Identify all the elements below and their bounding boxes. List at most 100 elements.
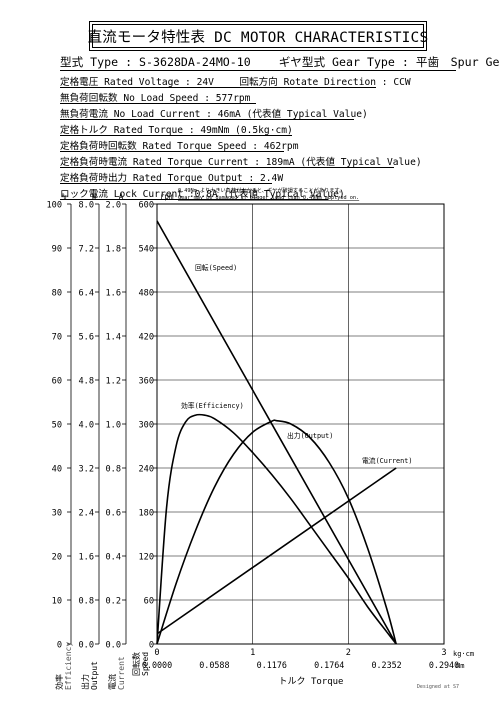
current-tick-label: 0.6: [105, 509, 121, 519]
rated-voltage: 定格電圧 Rated Voltage : 24V: [60, 77, 214, 88]
output-tick-label: 8.0: [78, 201, 94, 211]
speed-tick-label: 480: [138, 289, 154, 299]
current-tick-label: 0.8: [105, 465, 121, 475]
gear-warning-en: Gear may be damaged if bigger load than …: [178, 195, 359, 201]
speed-tick-label: 60: [144, 597, 154, 607]
output-tick-label: 7.2: [78, 245, 94, 255]
efficiency-tick-label: 20: [52, 553, 62, 563]
x-unit-kgcm: kg·cm: [453, 650, 474, 658]
speed-curve: [156, 220, 397, 645]
current-tick-label: 2.0: [105, 201, 121, 211]
output-tick-label: 1.6: [78, 553, 94, 563]
speed-tick-label: 240: [138, 465, 154, 475]
model-separator: :: [125, 55, 140, 69]
efficiency-tick-label: 10: [52, 597, 62, 607]
x-unit-nm: Nm: [456, 662, 464, 670]
speed-tick-label: 120: [138, 553, 154, 563]
efficiency-axis-name-en: Efficiency: [64, 642, 73, 690]
speed-axis-name-en: Speed: [141, 652, 150, 676]
current-tick-label: 1.8: [105, 245, 121, 255]
x-tick-label-nm: 0.1176: [257, 660, 287, 670]
label-layer: 0.49Nm より大きい負荷がかかると、ギヤが破損することがあります。Gear …: [178, 186, 459, 690]
x-tick-label-nm: 0.2352: [371, 660, 401, 670]
spec-underline: [60, 199, 328, 200]
lock-current: ロック電流 Lock Current :0.8A (代表値 Typical Va…: [60, 189, 345, 200]
x-tick-label-nm: 0.0000: [142, 660, 172, 670]
x-tick-label-kgcm: 3: [441, 648, 446, 658]
output-tick-label: 6.4: [78, 289, 94, 299]
speed-tick-label: 600: [138, 201, 154, 211]
current-tick-label: 0.0: [105, 641, 121, 651]
current-curve: [156, 467, 397, 635]
current-curve-label: 電流(Current): [362, 456, 412, 465]
efficiency-unit: %: [62, 192, 67, 201]
spec-underline: [60, 151, 284, 152]
current-tick-label: 1.0: [105, 421, 121, 431]
efficiency-tick-label: 100: [46, 201, 62, 211]
rotate-direction: 回転方向 Rotate Direction : CCW: [239, 77, 411, 88]
no-load-speed: 無負荷回転数 No Load Speed : 577rpm: [60, 93, 251, 104]
output-curve-label: 出力(Output): [287, 431, 333, 440]
rated-torque-current: 定格負荷時電流 Rated Torque Current : 189mA (代表…: [60, 157, 422, 168]
x-tick-label-kgcm: 2: [346, 648, 351, 658]
efficiency-tick-label: 80: [52, 289, 62, 299]
series-layer: [156, 220, 397, 645]
efficiency-tick-label: 50: [52, 421, 62, 431]
x-tick-label-kgcm: 0: [154, 648, 159, 658]
speed-curve-label: 回転(Speed): [195, 264, 237, 272]
speed-tick-label: 0: [149, 641, 154, 651]
current-axis-name-en: Current: [117, 656, 126, 690]
speed-tick-label: 180: [138, 509, 154, 519]
rated-torque-output: 定格負荷時出力 Rated Torque Output : 2.4W: [60, 173, 284, 184]
x-tick-label-nm: 0.2940: [429, 660, 459, 670]
efficiency-tick-label: 90: [52, 245, 62, 255]
speed-tick-label: 420: [138, 333, 154, 343]
sheet-title: 直流モータ特性表 DC MOTOR CHARACTERISTICS: [88, 21, 428, 51]
speed-tick-label: 540: [138, 245, 154, 255]
output-curve: [156, 419, 397, 645]
efficiency-axis-name-jp: 効率: [54, 674, 64, 690]
spec-underline: [60, 183, 272, 184]
model-value: S-3628DA-24MO-10: [139, 55, 251, 69]
spec-underline: [60, 87, 376, 88]
gear-type-value: 平歯 Spur Gear: [415, 55, 500, 69]
rated-torque-speed: 定格負荷時回転数 Rated Torque Speed : 462rpm: [60, 141, 299, 152]
current-tick-label: 1.4: [105, 333, 121, 343]
model-line: 型式 Type : S-3628DA-24MO-10 ギヤ型式 Gear Typ…: [60, 54, 500, 70]
gear-type-label: ギヤ型式 Gear Type: [278, 55, 395, 69]
x-tick-label-nm: 0.0588: [199, 660, 229, 670]
efficiency-tick-label: 60: [52, 377, 62, 387]
efficiency-tick-label: 0: [57, 641, 62, 651]
speed-tick-label: 360: [138, 377, 154, 387]
rated-torque: 定格トルク Rated Torque : 49mNm (0.5kg·cm): [60, 125, 293, 136]
gear-warning-jp: 0.49Nm より大きい負荷がかかると、ギヤが破損することがあります。: [178, 186, 344, 194]
x-tick-label-nm: 0.1764: [314, 660, 344, 670]
output-tick-label: 0.8: [78, 597, 94, 607]
x-tick-label-kgcm: 1: [250, 648, 255, 658]
current-tick-label: 1.2: [105, 377, 121, 387]
efficiency-curve: [156, 413, 397, 645]
spec-underline: [60, 167, 394, 168]
current-tick-label: 1.6: [105, 289, 121, 299]
speed-tick-label: 300: [138, 421, 154, 431]
spec-voltage-line: 定格電圧 Rated Voltage : 24V 回転方向 Rotate Dir…: [60, 74, 411, 88]
output-axis-name-en: Output: [90, 661, 99, 690]
spec-underline: [60, 135, 292, 136]
current-tick-label: 0.4: [105, 553, 121, 563]
current-tick-label: 0.2: [105, 597, 121, 607]
spec-underline: [60, 103, 256, 104]
axes: 01020304050607080901000.00.81.62.43.24.0…: [46, 192, 474, 690]
output-tick-label: 0.0: [78, 641, 94, 651]
current-axis-name-jp: 電流: [107, 674, 117, 690]
output-tick-label: 2.4: [78, 509, 94, 519]
no-load-current: 無負荷電流 No Load Current : 46mA (代表値 Typica…: [60, 109, 368, 120]
speed-unit: rpm: [160, 192, 174, 201]
model-label: 型式 Type: [60, 55, 119, 69]
efficiency-tick-label: 40: [52, 465, 62, 475]
output-tick-label: 4.0: [78, 421, 94, 431]
current-unit: A: [119, 192, 124, 201]
designed-credit: Designed at S7: [417, 684, 459, 690]
output-axis-name-jp: 出力: [80, 674, 90, 690]
